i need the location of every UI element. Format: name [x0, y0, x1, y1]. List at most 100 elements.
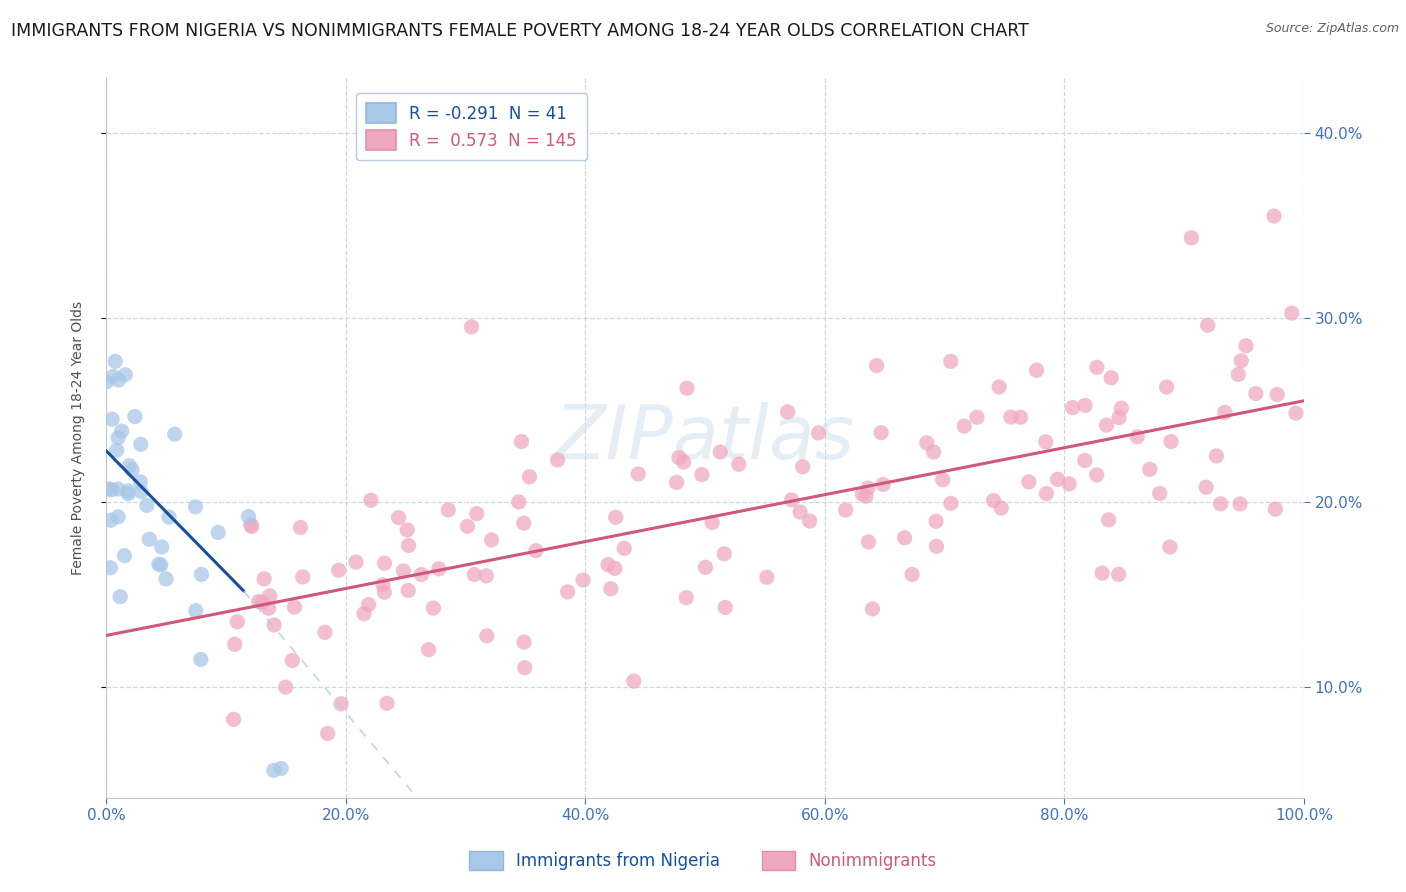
- Point: [1265, 387, 1288, 401]
- Point: [1085, 360, 1108, 375]
- Point: [1046, 472, 1069, 486]
- Point: [463, 567, 485, 582]
- Point: [792, 459, 814, 474]
- Point: [257, 601, 280, 615]
- Point: [1180, 231, 1202, 245]
- Point: [314, 625, 336, 640]
- Point: [1057, 476, 1080, 491]
- Point: [190, 567, 212, 582]
- Point: [1209, 497, 1232, 511]
- Point: [1213, 405, 1236, 419]
- Point: [456, 519, 478, 533]
- Point: [1108, 567, 1130, 582]
- Point: [460, 319, 482, 334]
- Point: [238, 509, 260, 524]
- Point: [557, 585, 579, 599]
- Point: [253, 572, 276, 586]
- Point: [274, 680, 297, 694]
- Point: [922, 445, 945, 459]
- Point: [263, 764, 285, 778]
- Point: [988, 380, 1011, 394]
- Point: [1205, 449, 1227, 463]
- Point: [966, 410, 988, 425]
- Point: [727, 457, 749, 471]
- Point: [1010, 410, 1032, 425]
- Point: [373, 585, 395, 599]
- Point: [100, 560, 122, 574]
- Point: [155, 572, 177, 586]
- Point: [1139, 462, 1161, 476]
- Point: [709, 445, 731, 459]
- Point: [371, 578, 394, 592]
- Legend: R = -0.291  N = 41, R =  0.573  N = 145: R = -0.291 N = 41, R = 0.573 N = 145: [356, 93, 586, 161]
- Point: [150, 540, 173, 554]
- Point: [121, 463, 143, 477]
- Point: [104, 354, 127, 368]
- Point: [101, 369, 124, 384]
- Point: [1074, 453, 1097, 467]
- Point: [672, 455, 695, 469]
- Point: [101, 483, 124, 497]
- Point: [107, 373, 129, 387]
- Point: [776, 405, 799, 419]
- Text: ZIPatlas: ZIPatlas: [555, 401, 855, 474]
- Point: [270, 762, 292, 776]
- Point: [353, 607, 375, 621]
- Point: [1091, 566, 1114, 580]
- Point: [1018, 475, 1040, 489]
- Point: [690, 467, 713, 482]
- Point: [1108, 410, 1130, 425]
- Point: [96, 375, 118, 389]
- Point: [396, 583, 419, 598]
- Point: [396, 523, 419, 537]
- Point: [117, 483, 139, 498]
- Point: [865, 359, 887, 373]
- Point: [226, 615, 249, 629]
- Point: [138, 533, 160, 547]
- Point: [1035, 486, 1057, 500]
- Point: [114, 368, 136, 382]
- Point: [755, 570, 778, 584]
- Legend: Immigrants from Nigeria, Nonimmigrants: Immigrants from Nigeria, Nonimmigrants: [463, 844, 943, 877]
- Point: [239, 517, 262, 532]
- Point: [222, 712, 245, 726]
- Point: [613, 541, 636, 556]
- Point: [1159, 540, 1181, 554]
- Point: [157, 510, 180, 524]
- Point: [855, 489, 877, 503]
- Point: [676, 381, 699, 395]
- Point: [572, 573, 595, 587]
- Point: [1244, 386, 1267, 401]
- Point: [1097, 513, 1119, 527]
- Point: [101, 412, 124, 426]
- Point: [872, 477, 894, 491]
- Point: [714, 600, 737, 615]
- Point: [596, 558, 619, 572]
- Y-axis label: Female Poverty Among 18-24 Year Olds: Female Poverty Among 18-24 Year Olds: [72, 301, 86, 574]
- Point: [475, 629, 498, 643]
- Point: [344, 555, 367, 569]
- Point: [1234, 339, 1257, 353]
- Point: [851, 487, 873, 501]
- Point: [627, 467, 650, 481]
- Point: [281, 653, 304, 667]
- Point: [1160, 434, 1182, 449]
- Point: [519, 470, 541, 484]
- Point: [111, 424, 134, 438]
- Point: [953, 419, 976, 434]
- Point: [437, 503, 460, 517]
- Point: [357, 598, 380, 612]
- Point: [915, 435, 938, 450]
- Point: [1095, 418, 1118, 433]
- Point: [105, 443, 128, 458]
- Point: [1227, 368, 1250, 382]
- Point: [665, 475, 688, 490]
- Point: [330, 697, 353, 711]
- Point: [623, 674, 645, 689]
- Point: [524, 543, 547, 558]
- Point: [510, 434, 533, 449]
- Point: [702, 516, 724, 530]
- Point: [190, 652, 212, 666]
- Point: [124, 409, 146, 424]
- Point: [224, 637, 246, 651]
